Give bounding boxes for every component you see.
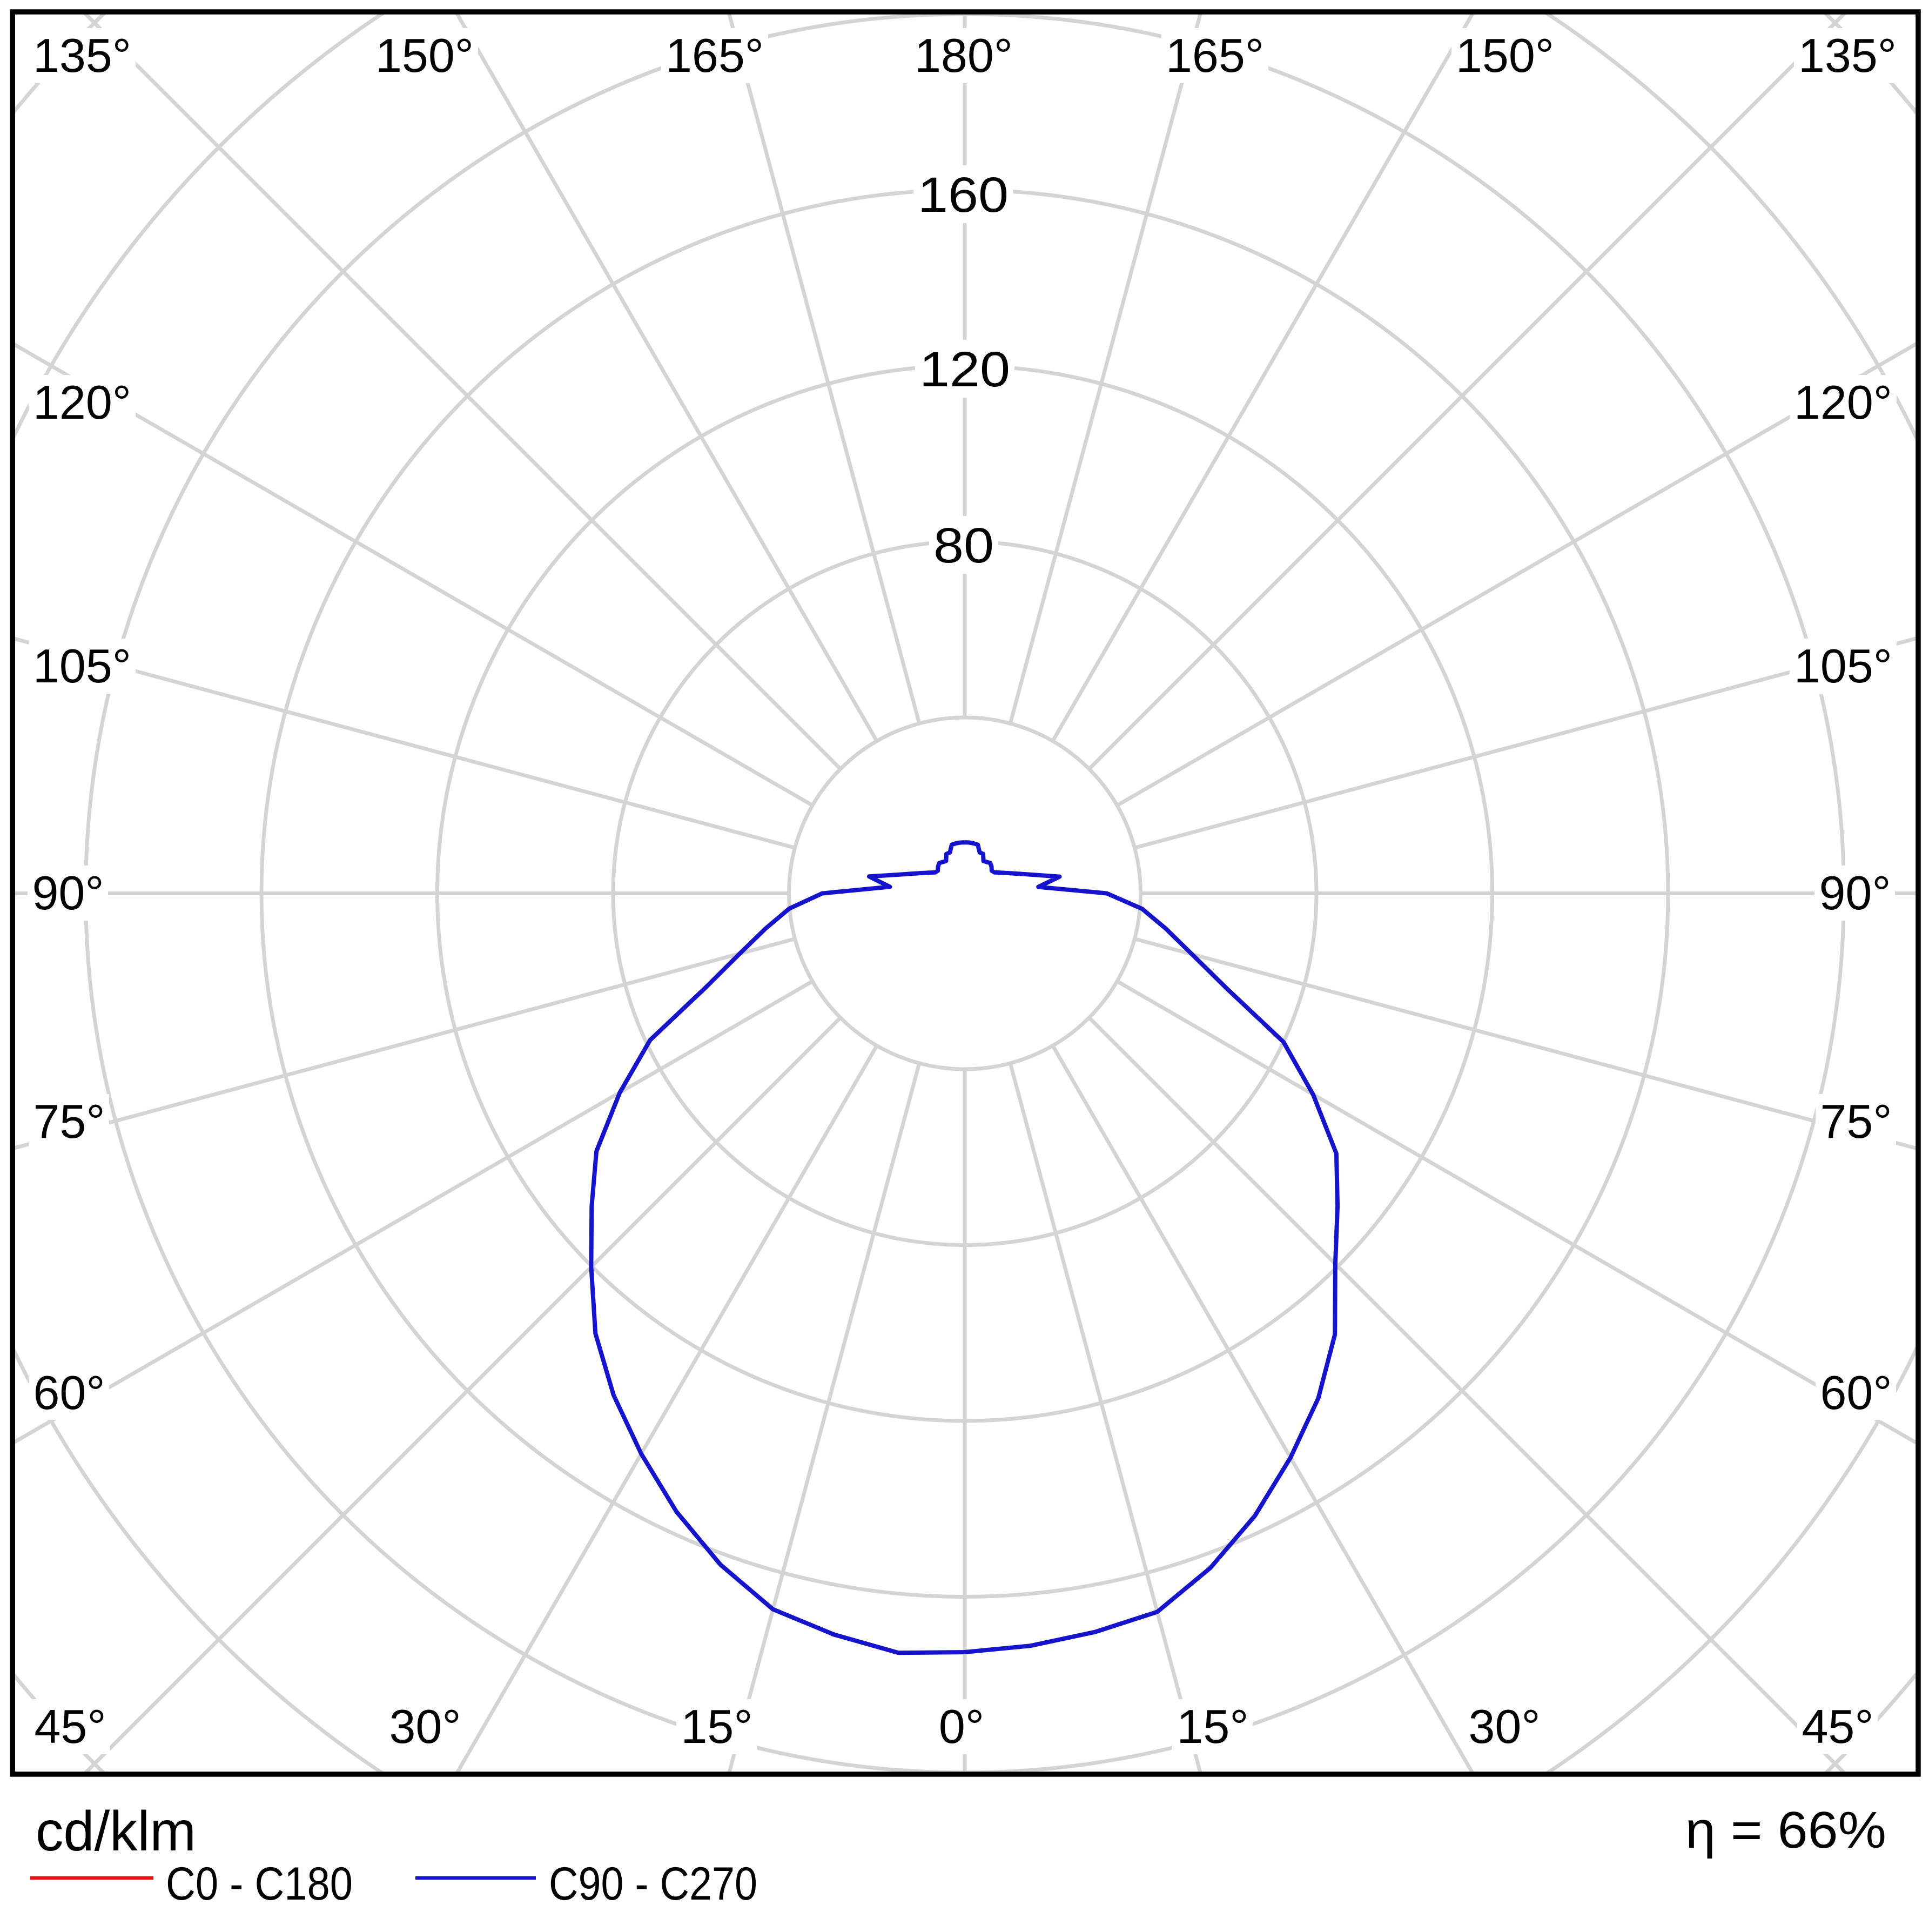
svg-text:90°: 90°: [32, 866, 104, 920]
svg-text:120°: 120°: [33, 375, 131, 429]
svg-text:80: 80: [933, 518, 994, 573]
svg-text:150°: 150°: [375, 29, 474, 82]
svg-text:75°: 75°: [33, 1095, 105, 1148]
svg-text:15°: 15°: [681, 1700, 752, 1753]
svg-text:75°: 75°: [1820, 1095, 1892, 1148]
svg-text:160: 160: [918, 167, 1009, 223]
svg-text:cd/klm: cd/klm: [36, 1800, 196, 1863]
svg-text:45°: 45°: [1802, 1700, 1873, 1753]
svg-text:45°: 45°: [34, 1700, 106, 1753]
svg-text:15°: 15°: [1177, 1700, 1248, 1753]
svg-text:105°: 105°: [1794, 639, 1892, 693]
svg-text:0°: 0°: [939, 1700, 984, 1753]
svg-text:30°: 30°: [389, 1700, 461, 1753]
svg-text:120°: 120°: [1794, 375, 1892, 429]
svg-text:C90 - C270: C90 - C270: [549, 1858, 757, 1910]
svg-text:105°: 105°: [33, 639, 131, 693]
svg-text:120: 120: [919, 342, 1010, 397]
svg-text:150°: 150°: [1456, 29, 1554, 82]
svg-text:165°: 165°: [1166, 29, 1264, 82]
svg-text:135°: 135°: [1798, 29, 1897, 82]
svg-text:90°: 90°: [1819, 866, 1891, 920]
svg-text:180°: 180°: [915, 29, 1013, 82]
svg-text:C0 - C180: C0 - C180: [166, 1858, 353, 1910]
svg-text:135°: 135°: [33, 29, 131, 82]
svg-text:η = 66%: η = 66%: [1685, 1801, 1886, 1859]
svg-text:60°: 60°: [33, 1366, 105, 1419]
svg-text:60°: 60°: [1820, 1366, 1892, 1419]
svg-text:165°: 165°: [666, 29, 764, 82]
svg-text:30°: 30°: [1468, 1700, 1540, 1753]
